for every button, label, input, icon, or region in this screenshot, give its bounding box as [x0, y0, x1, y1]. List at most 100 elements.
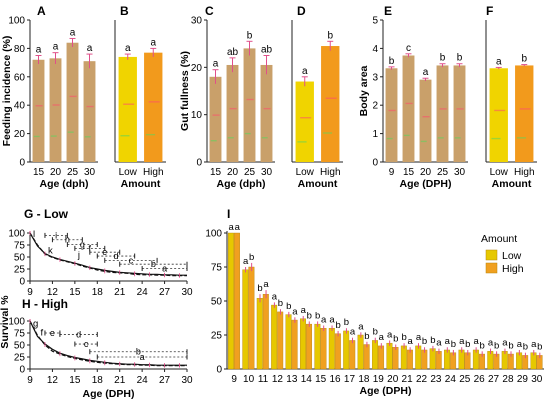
- panel-a: A 0 20 40 60 80 100 Feeding incidence (%) a 15 a 20…: [1, 4, 98, 190]
- significance-letter: b: [457, 53, 463, 64]
- x-tick-label: 13: [286, 374, 298, 385]
- bar: [295, 81, 314, 162]
- x-tick-label: 18: [92, 287, 104, 298]
- bar-low: [472, 349, 479, 370]
- significance-letter: a: [213, 59, 219, 70]
- significance-letter: a: [407, 336, 413, 347]
- interval-letter: c: [84, 339, 89, 349]
- bar-low: [444, 349, 451, 370]
- bar-low: [372, 340, 378, 370]
- significance-letter: a: [301, 305, 307, 316]
- y-tick-label: 100: [8, 229, 25, 240]
- bar-low: [429, 348, 436, 370]
- y-tick-label: 25: [211, 331, 223, 342]
- x-tick-label: 17: [344, 374, 356, 385]
- y-axis-title: Survival %: [0, 295, 11, 349]
- significance-letter: b: [523, 342, 528, 353]
- significance-letter: a: [350, 327, 356, 338]
- x-tick-label: 15: [33, 167, 45, 178]
- bar-low: [299, 318, 306, 370]
- interval-letter: e: [50, 328, 55, 338]
- bar: [453, 65, 466, 162]
- x-tick-label: 20: [227, 167, 239, 178]
- x-tick-label: Low: [296, 167, 315, 178]
- x-tick-label: 25: [67, 167, 79, 178]
- panel-label: E: [384, 4, 392, 18]
- x-tick-label: 27: [159, 287, 171, 298]
- significance-letter: a: [436, 338, 442, 349]
- significance-letter: b: [465, 339, 470, 350]
- significance-letter: a: [459, 336, 465, 347]
- x-tick-label: 30: [84, 167, 96, 178]
- x-tick-label: 18: [92, 375, 104, 386]
- bar-high: [349, 340, 356, 370]
- significance-letter: b: [393, 334, 398, 345]
- bar-low: [227, 232, 234, 370]
- significance-letter: a: [329, 314, 335, 325]
- bar: [209, 76, 222, 162]
- x-tick-label: High: [320, 167, 341, 178]
- significance-letter: a: [292, 306, 298, 317]
- x-tick-label: 21: [114, 375, 126, 386]
- significance-letter: a: [387, 329, 393, 340]
- bar: [118, 56, 137, 162]
- bar: [49, 58, 62, 163]
- bar: [419, 79, 432, 162]
- y-tick-label: 50: [211, 297, 223, 308]
- bar-low: [343, 330, 350, 370]
- x-tick-label: 20: [387, 374, 399, 385]
- significance-letter: a: [531, 339, 537, 350]
- y-tick-label: 20: [14, 129, 26, 140]
- y-tick-label: 10: [191, 110, 203, 121]
- survival-curve: [29, 320, 187, 366]
- bar-low: [328, 328, 335, 370]
- y-tick-label: 0: [216, 365, 222, 376]
- bar-high: [291, 319, 298, 370]
- y-tick-label: 3: [372, 72, 378, 83]
- bar: [83, 61, 96, 162]
- bar-low: [242, 269, 249, 370]
- significance-letter: a: [36, 45, 42, 56]
- panel-label: D: [297, 4, 306, 18]
- bar-high: [392, 347, 399, 370]
- significance-letter: b: [430, 335, 435, 346]
- bar: [243, 48, 256, 162]
- y-tick-label: 50: [14, 341, 26, 352]
- interval-letter: b: [136, 347, 141, 357]
- x-tick-label: 30: [181, 375, 193, 386]
- significance-letter: b: [364, 331, 369, 342]
- x-axis-title: Age (dph): [217, 178, 266, 190]
- significance-letter: b: [286, 301, 291, 312]
- panel-label: B: [120, 4, 129, 18]
- bar-high: [378, 345, 385, 370]
- x-tick-label: 11: [258, 374, 269, 385]
- x-tick-label: 28: [502, 374, 514, 385]
- y-tick-label: 75: [14, 241, 26, 252]
- interval-letter: f: [89, 243, 92, 253]
- significance-letter: a: [416, 332, 422, 343]
- x-tick-label: 12: [272, 374, 284, 385]
- significance-letter: b: [537, 342, 542, 353]
- interval-letter: a: [140, 352, 145, 362]
- significance-letter: a: [358, 321, 364, 332]
- legend-swatch: [485, 249, 498, 261]
- x-tick-label: 15: [403, 167, 415, 178]
- curve-letter: f: [40, 328, 43, 339]
- interval-letter: i: [55, 230, 57, 240]
- significance-letter: a: [272, 291, 278, 302]
- significance-letter: a: [379, 332, 385, 343]
- significance-letter: b: [440, 53, 446, 64]
- y-tick-label: 0: [372, 158, 378, 169]
- significance-letter: ab: [261, 45, 273, 56]
- significance-letter: a: [150, 37, 156, 48]
- x-axis-title: Age (DPH): [83, 388, 135, 400]
- bar-low: [285, 314, 292, 370]
- significance-letter: a: [302, 66, 308, 77]
- y-tick-label: 80: [14, 44, 26, 55]
- curve-letter: k: [48, 245, 53, 256]
- significance-letter: b: [344, 317, 349, 328]
- bar-low: [400, 345, 407, 370]
- x-tick-label: 24: [137, 287, 149, 298]
